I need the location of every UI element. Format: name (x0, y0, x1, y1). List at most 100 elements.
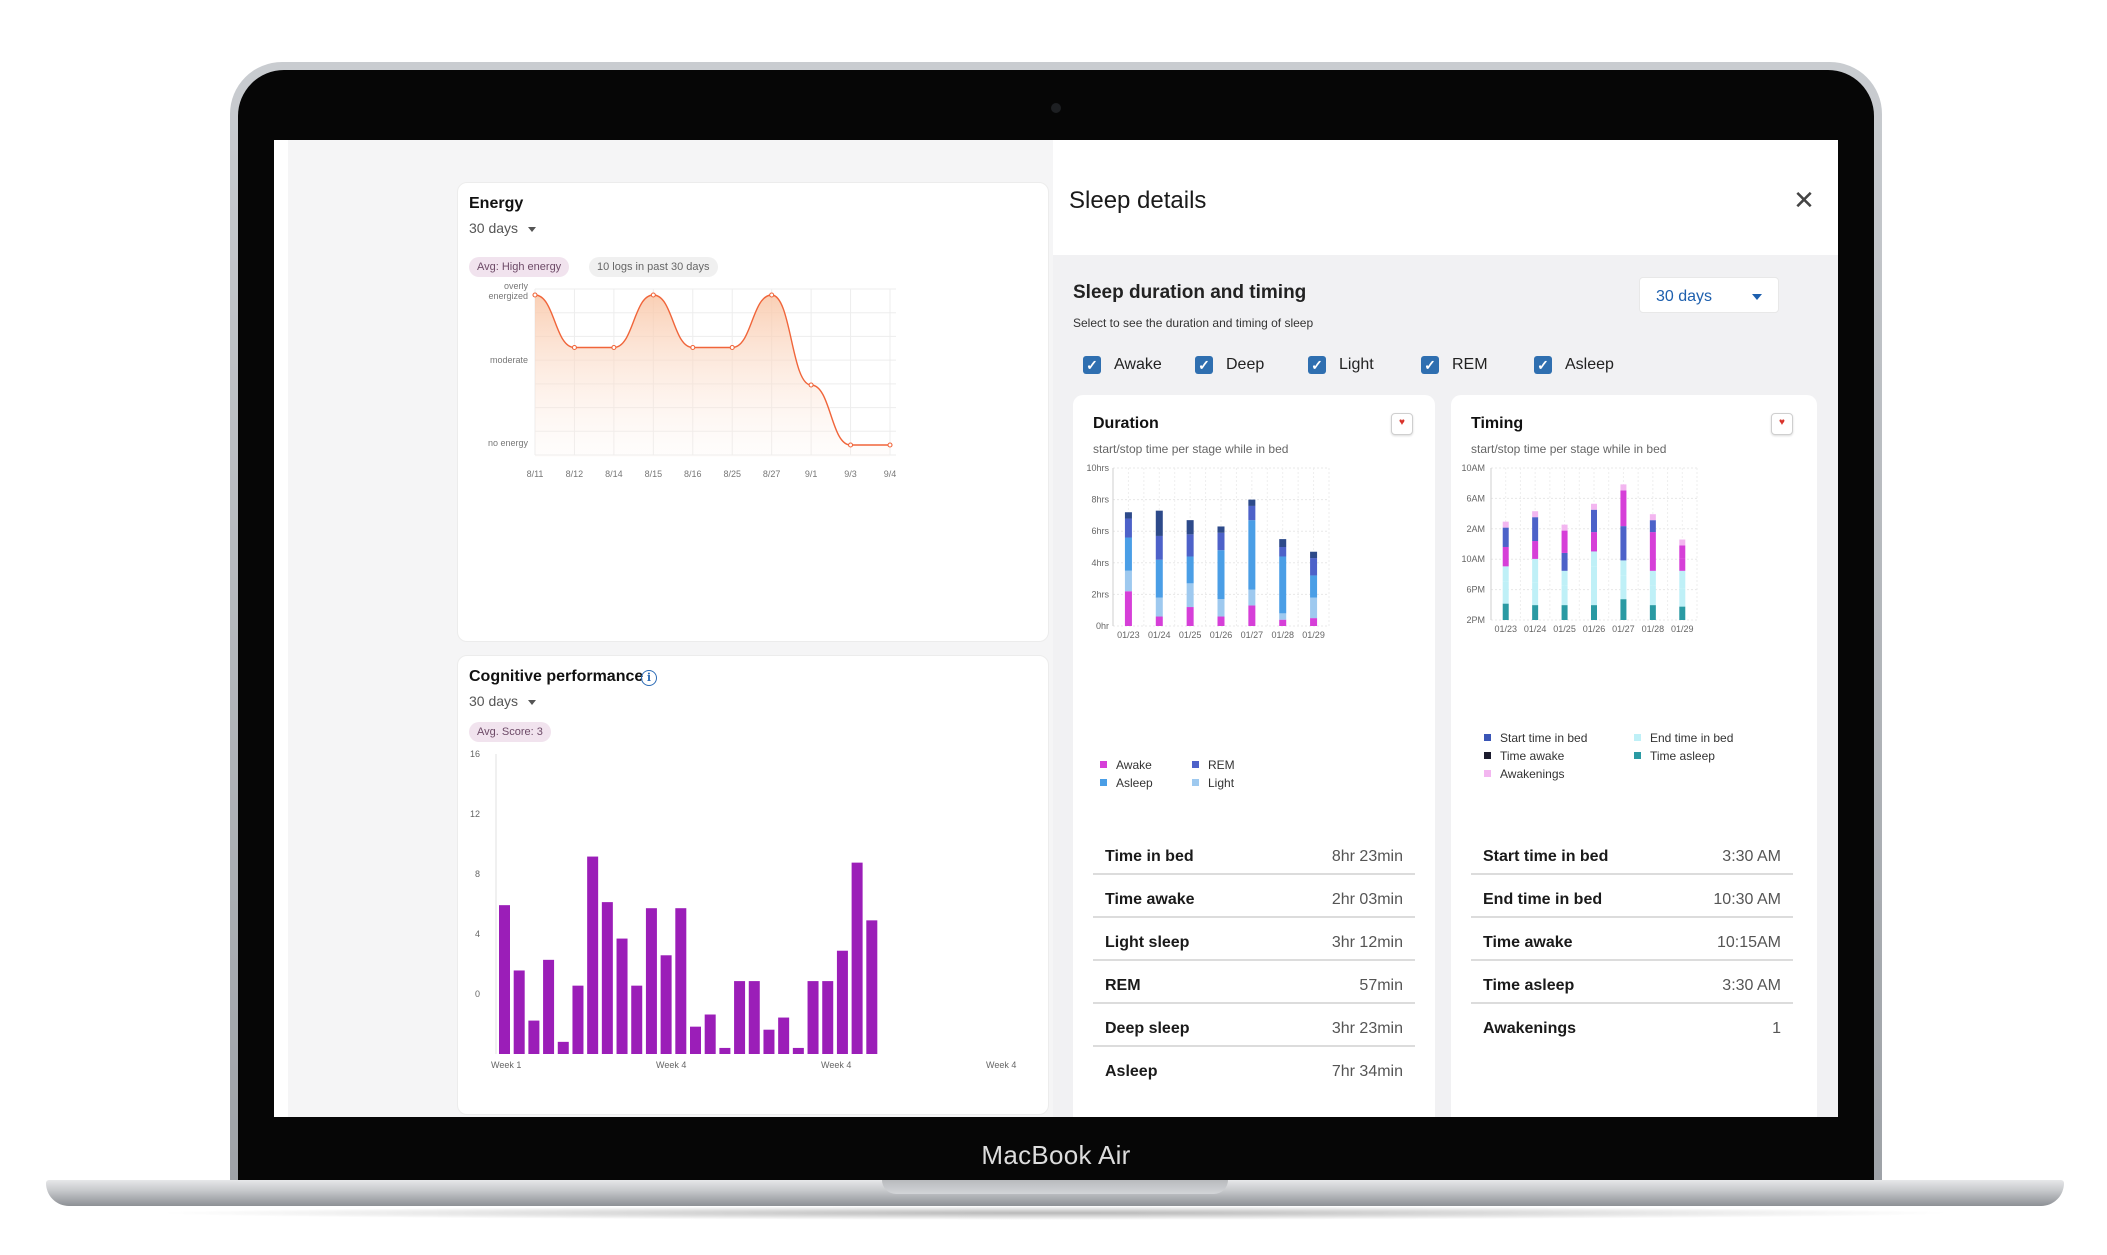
timing-bar-segment (1502, 581, 1509, 604)
cognitive-bar (807, 981, 819, 1054)
energy-area (535, 295, 890, 457)
duration-chart: 10hrs 8hrs 6hrs 4hrs 2hrs 0hr 01/23 01/24 01/25 0… (1086, 463, 1330, 640)
timing-bar-segment (1532, 517, 1539, 542)
x-tick-label: Week 1 (491, 1060, 521, 1070)
legend-label: Awake (1116, 758, 1152, 772)
stat-value: 57min (1359, 977, 1403, 994)
y-tick-label: 2AM (1466, 524, 1485, 534)
duration-bar-segment (1186, 534, 1194, 557)
timing-bar-segment (1649, 585, 1656, 606)
x-tick-label: Week 4 (986, 1060, 1016, 1070)
stat-value: 3:30 AM (1722, 848, 1781, 865)
duration-bar-segment (1155, 510, 1163, 536)
energy-avg-badge: Avg: High energy (469, 257, 570, 277)
sleep-range-select[interactable]: 30 days (1639, 277, 1779, 313)
timing-bar-segment (1502, 546, 1509, 567)
timing-bar-segment (1649, 570, 1656, 586)
legend-label: Time asleep (1650, 749, 1715, 763)
cognitive-chart: 16 12 8 4 0 Week 1 Week 4 Week 4 Week 4 (470, 749, 1016, 1070)
energy-logs-badge: 10 logs in past 30 days (589, 257, 718, 277)
x-tick-label: 8/15 (645, 469, 663, 479)
heart-icon[interactable]: ♥ (1391, 413, 1413, 435)
legend-light: Light (1192, 776, 1234, 790)
timing-card: Timing start/stop time per stage while i… (1451, 395, 1817, 1117)
duration-bar-segment (1124, 591, 1132, 626)
duration-bar-segment (1155, 616, 1163, 626)
x-tick-label: 01/25 (1553, 624, 1576, 634)
stat-label: Start time in bed (1483, 848, 1609, 865)
x-tick-label: 01/29 (1302, 630, 1325, 640)
cognitive-range-dropdown[interactable]: 30 days (469, 693, 537, 709)
stat-value: 7hr 34min (1331, 1063, 1403, 1080)
screen: Energy 30 days Avg: High energy 10 logs … (274, 140, 1838, 1117)
timing-bar-segment (1591, 551, 1597, 567)
timing-bar-segment (1649, 605, 1656, 620)
timing-title: Timing (1471, 415, 1524, 432)
energy-title: Energy (469, 195, 524, 212)
info-icon[interactable]: i (641, 670, 657, 686)
timing-bar-segment (1679, 558, 1686, 571)
legend-time-awake: Time awake (1484, 749, 1564, 763)
energy-point (769, 292, 775, 298)
energy-point (650, 292, 656, 298)
legend-swatch (1634, 734, 1641, 742)
duration-bar-segment (1155, 535, 1163, 560)
energy-range-label: 30 days (469, 220, 519, 236)
cognitive-bar (690, 1026, 701, 1054)
heart-icon[interactable]: ♥ (1771, 413, 1793, 435)
stat-row: Time in bed 8hr 23min (1093, 832, 1415, 875)
cognitive-bar (660, 955, 672, 1054)
legend-swatch (1484, 752, 1491, 760)
duration-title: Duration (1093, 415, 1159, 432)
stat-value: 1 (1772, 1020, 1781, 1037)
stat-label: Time asleep (1483, 977, 1575, 994)
stat-row: Deep sleep 3hr 23min (1093, 1004, 1415, 1047)
energy-range-dropdown[interactable]: 30 days (469, 220, 537, 236)
stat-value: 10:15AM (1716, 934, 1781, 951)
legend-swatch (1484, 770, 1491, 778)
cognitive-bar (601, 902, 613, 1054)
timing-bar-segment (1532, 511, 1539, 518)
stat-label: Asleep (1105, 1063, 1158, 1080)
duration-card: Duration start/stop time per stage while… (1073, 395, 1435, 1117)
timing-bar-segment (1620, 490, 1627, 527)
timing-bar-segment (1649, 520, 1656, 533)
x-tick-label: 01/27 (1612, 624, 1635, 634)
cognitive-bar (499, 905, 510, 1054)
section-subtitle: Select to see the duration and timing of… (1073, 316, 1314, 330)
x-tick-label: 8/12 (566, 469, 584, 479)
duration-bar-segment (1248, 605, 1256, 626)
y-tick-label: 2hrs (1091, 589, 1109, 599)
legend-swatch (1484, 734, 1491, 742)
duration-bar-segment (1279, 613, 1287, 620)
timing-bar-segment (1620, 575, 1627, 600)
stat-label: REM (1105, 977, 1141, 994)
duration-bar-segment (1217, 550, 1225, 600)
duration-bar-segment (1186, 556, 1194, 584)
energy-point (532, 292, 538, 298)
filter-label: Light (1339, 356, 1374, 373)
cognitive-card: Cognitive performance i 30 days Avg. Sco… (457, 655, 1049, 1115)
duration-bar-segment (1155, 559, 1163, 598)
y-tick-label: 6AM (1466, 493, 1485, 503)
y-tick-label: 8 (475, 869, 480, 879)
cognitive-bar (778, 1017, 790, 1054)
legend-swatch (1192, 779, 1199, 787)
x-tick-label: 8/27 (763, 469, 781, 479)
energy-point (690, 344, 696, 351)
stat-value: 3hr 23min (1331, 1020, 1403, 1037)
cognitive-bar (572, 985, 584, 1054)
stat-label: Time in bed (1105, 848, 1194, 865)
duration-bar-segment (1279, 539, 1287, 547)
laptop-brand-label: MacBook Air (981, 1140, 1131, 1170)
panel-header: Sleep details ✕ (1053, 140, 1838, 255)
section-title: Sleep duration and timing (1073, 282, 1307, 303)
legend-awake: Awake (1100, 758, 1152, 772)
timing-bar-segment (1502, 603, 1509, 620)
cognitive-bar (513, 970, 525, 1054)
stat-label: Time awake (1483, 934, 1573, 951)
y-tick-label: 4 (475, 929, 480, 939)
y-tick-label: 16 (470, 749, 480, 759)
cognitive-bar (748, 981, 760, 1054)
close-icon[interactable]: ✕ (1793, 185, 1815, 215)
